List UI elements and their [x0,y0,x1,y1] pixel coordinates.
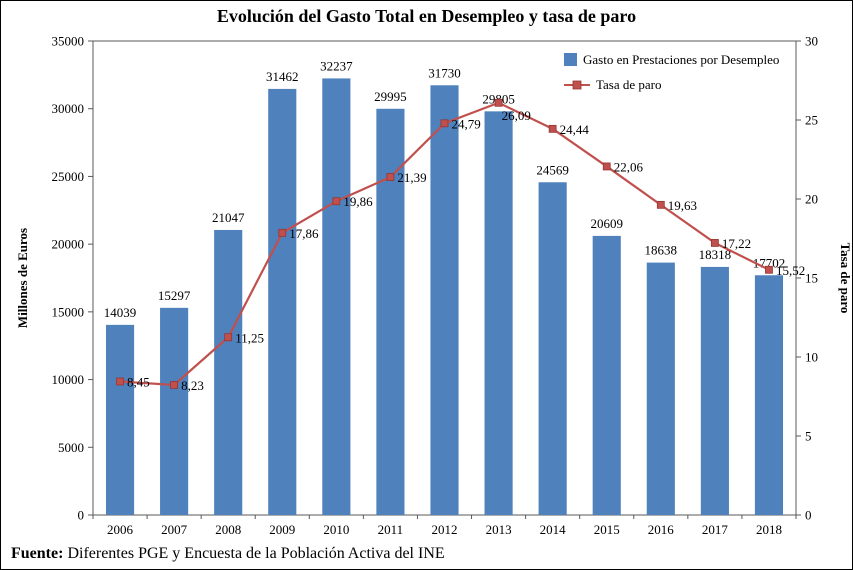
bar-value-label: 32237 [320,58,353,73]
right-axis-tick-label: 20 [805,192,818,207]
line-value-label: 19,63 [668,198,697,213]
line-marker [116,377,124,386]
x-axis-label: 2013 [486,522,512,537]
bar-value-label: 21047 [212,210,245,225]
legend-label-line: Tasa de paro [596,77,662,92]
bar [484,111,513,516]
bar-value-label: 20609 [590,216,623,231]
line-marker [494,98,503,107]
x-axis-label: 2015 [594,522,620,537]
unemployment-spending-chart: 0 5000 10000 15000 20000 25000 30000 35000 0 5 10 1… [15,34,853,538]
bar [268,88,297,516]
bar-value-label: 18638 [645,243,678,258]
x-axis-label: 2018 [756,522,782,537]
line-marker [386,173,395,181]
line-marker [224,333,233,342]
x-axis-label: 2016 [648,522,675,537]
bar-value-label: 14039 [104,305,137,320]
left-axis-tick-label: 30000 [52,101,85,116]
line-value-label: 8,23 [181,378,204,393]
bar [160,307,189,515]
x-axis-label: 2010 [323,522,349,537]
line-value-label: 24,79 [452,116,481,131]
source-label: Fuente: [11,545,64,562]
bar [754,275,784,515]
line-marker [278,228,287,237]
line-marker [710,239,719,247]
x-axis-label: 2006 [107,522,134,537]
bar [430,85,459,515]
right-axis-tick-label: 30 [805,34,818,49]
bar [105,324,135,515]
line-value-label: 21,39 [397,170,426,185]
bar [538,182,567,515]
right-axis-tick-label: 10 [805,350,818,365]
left-axis-tick-label: 25000 [52,169,85,184]
left-axis-title: Millones de Euros [15,228,30,328]
line-value-label: 26,09 [502,108,531,123]
line-value-label: 24,44 [560,122,590,137]
bar-value-label: 29995 [374,89,407,104]
line-value-label: 15,52 [776,263,805,278]
bar [592,235,621,515]
line-marker [332,197,341,206]
bar-value-label: 15297 [158,288,191,303]
x-axis-label: 2007 [161,522,188,537]
x-axis-label: 2008 [215,522,241,537]
bar [214,229,243,515]
left-axis-tick-label: 15000 [52,304,85,319]
source-text: Diferentes PGE y Encuesta de la Població… [67,545,445,562]
chart-title: Evolución del Gasto Total en Desempleo y… [216,6,637,26]
left-axis-tick-label: 20000 [52,237,85,252]
line-marker [548,124,557,133]
bar-value-label: 24569 [536,162,569,177]
bar [322,78,351,515]
right-axis-tick-label: 25 [805,113,818,128]
line-marker [440,119,449,128]
x-axis-label: 2014 [540,522,567,537]
line-value-label: 22,06 [614,159,644,174]
right-axis-title: Tasa de paro [838,243,853,314]
line-marker [765,265,773,274]
x-axis-label: 2011 [378,522,404,537]
right-axis-tick-label: 0 [805,508,812,523]
line-marker [656,200,665,209]
line-value-label: 8,45 [127,374,150,389]
line-value-label: 17,86 [289,226,319,241]
line-value-label: 11,25 [235,330,264,345]
legend-marker-line [572,80,582,90]
legend-swatch-bars [564,53,577,66]
right-axis-tick-label: 15 [805,271,818,286]
bar-value-label: 31730 [428,65,461,80]
x-axis-label: 2012 [432,522,458,537]
left-axis-tick-label: 0 [78,508,85,523]
bar-value-label: 29805 [482,91,515,106]
left-axis-tick-label: 10000 [52,372,85,387]
line-marker [170,381,179,389]
left-axis-tick-label: 35000 [52,34,85,49]
legend-label-bars: Gasto en Prestaciones por Desempleo [583,52,779,67]
bar [700,266,729,515]
x-axis-label: 2009 [269,522,295,537]
bar [646,262,675,515]
source-note: Fuente: Diferentes PGE y Encuesta de la … [1,545,852,563]
right-axis-tick-label: 5 [805,429,812,444]
left-axis-tick-label: 5000 [58,440,84,455]
line-value-label: 19,86 [343,194,373,209]
line-marker [602,162,611,171]
bar-value-label: 31462 [266,69,299,84]
line-value-label: 17,22 [722,236,751,251]
bar-value-label: 18318 [699,247,732,262]
x-axis-label: 2017 [702,522,729,537]
